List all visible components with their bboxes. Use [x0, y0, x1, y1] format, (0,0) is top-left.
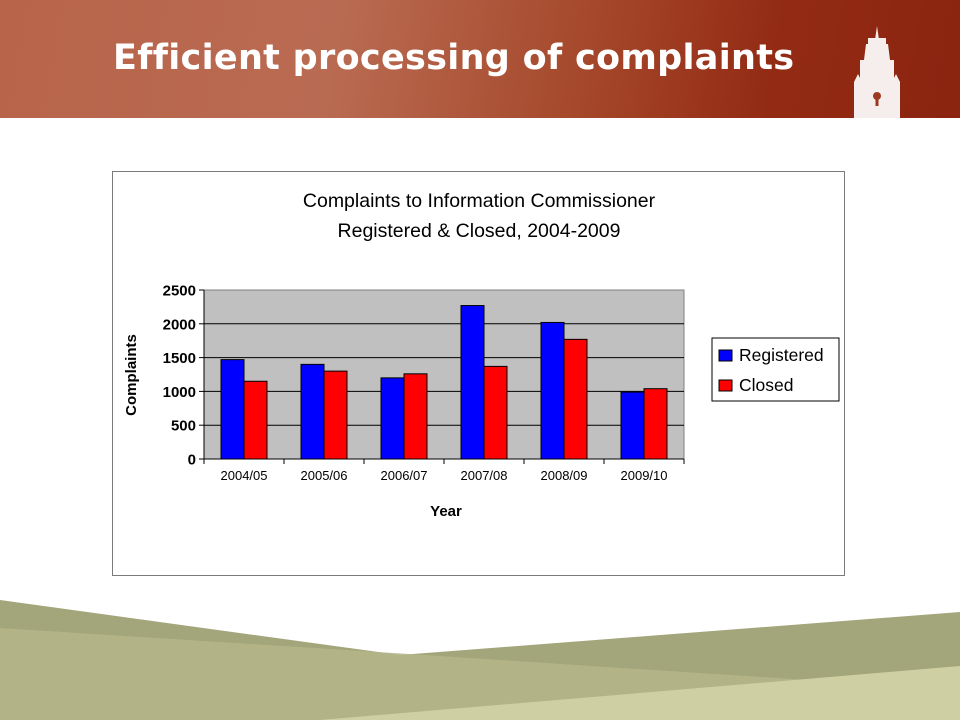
bar-registered-2004-05: [220, 359, 245, 460]
legend-label-closed: Closed: [739, 375, 793, 395]
legend-label-registered: Registered: [739, 345, 824, 365]
x-tick-label: 2008/09: [541, 468, 588, 483]
header-band: [0, 0, 960, 118]
x-axis-label: Year: [430, 503, 462, 520]
legend-swatch-closed: [718, 379, 733, 392]
bar-closed-2007-08: [483, 365, 508, 460]
bar-registered-2005-06: [300, 363, 325, 460]
bar-registered-2009-10: [620, 391, 645, 460]
x-tick-label: 2004/05: [221, 468, 268, 483]
chart-frame: Complaints to Information Commissioner R…: [112, 171, 845, 576]
gridlines: [204, 323, 684, 426]
bar-closed-2004-05: [243, 380, 268, 460]
footer-decoration: [0, 600, 960, 720]
bar-registered-2008-09: [540, 321, 565, 460]
bar-closed-2006-07: [403, 373, 428, 460]
bar-registered-2006-07: [380, 377, 405, 460]
x-tick-label: 2006/07: [381, 468, 428, 483]
plot-area: [203, 289, 685, 460]
legend: Registered Closed: [711, 337, 840, 402]
bars: [220, 305, 668, 460]
y-tick-label: 0: [188, 452, 196, 469]
chart-title-line-1: Complaints to Information Commissioner: [303, 190, 656, 212]
chart-title-line-2: Registered & Closed, 2004-2009: [338, 220, 621, 242]
y-tick-label: 500: [171, 418, 196, 435]
complaints-bar-chart: Complaints to Information Commissioner R…: [123, 190, 840, 520]
y-tick-label: 1000: [163, 384, 196, 401]
x-tick-label: 2007/08: [461, 468, 508, 483]
x-tick-label: 2009/10: [621, 468, 668, 483]
tower-logo-icon: [854, 26, 900, 118]
bar-registered-2007-08: [460, 305, 485, 460]
bar-closed-2008-09: [563, 338, 588, 460]
x-tick-label: 2005/06: [301, 468, 348, 483]
y-axis: 0 500 1000 1500 2000 2500: [163, 283, 205, 469]
x-axis: 2004/05 2005/06 2006/07 2007/08 2008/09 2009/…: [203, 458, 685, 483]
slide-title: Efficient processing of complaints: [113, 38, 795, 78]
bar-closed-2009-10: [643, 388, 668, 460]
y-tick-label: 2000: [163, 316, 196, 333]
bar-closed-2005-06: [323, 370, 348, 460]
y-tick-label: 1500: [163, 350, 196, 367]
y-tick-label: 2500: [163, 283, 196, 300]
y-axis-label: Complaints: [123, 334, 140, 416]
legend-swatch-registered: [718, 349, 733, 362]
